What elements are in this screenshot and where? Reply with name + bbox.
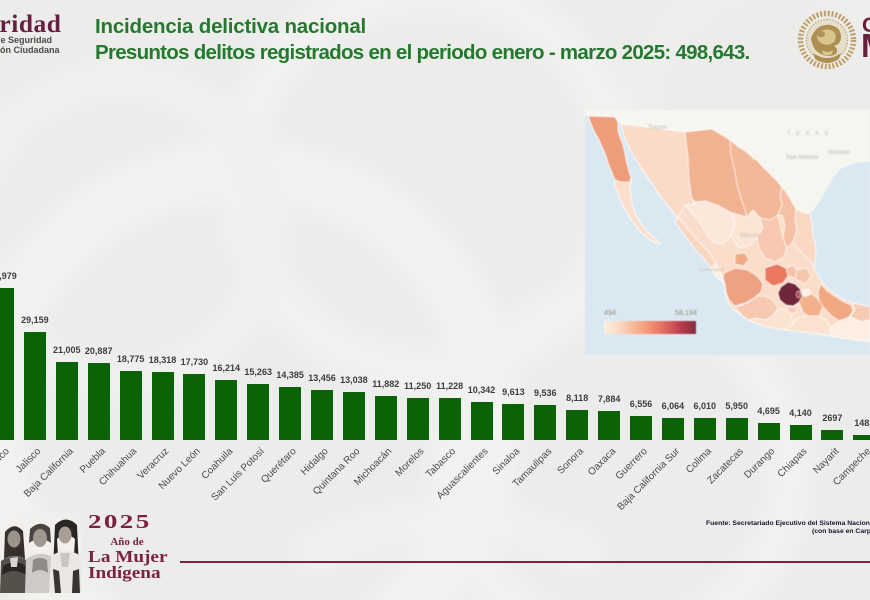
svg-text:Guadalajara: Guadalajara [699,267,724,272]
svg-text:T E X A S: T E X A S [787,131,830,137]
svg-text:494: 494 [604,308,616,317]
svg-text:Tucson: Tucson [648,125,667,131]
svg-text:58,194: 58,194 [675,308,697,317]
svg-text:San Antonio: San Antonio [786,155,819,161]
svg-text:Houston: Houston [828,150,850,156]
svg-text:México: México [740,232,760,239]
